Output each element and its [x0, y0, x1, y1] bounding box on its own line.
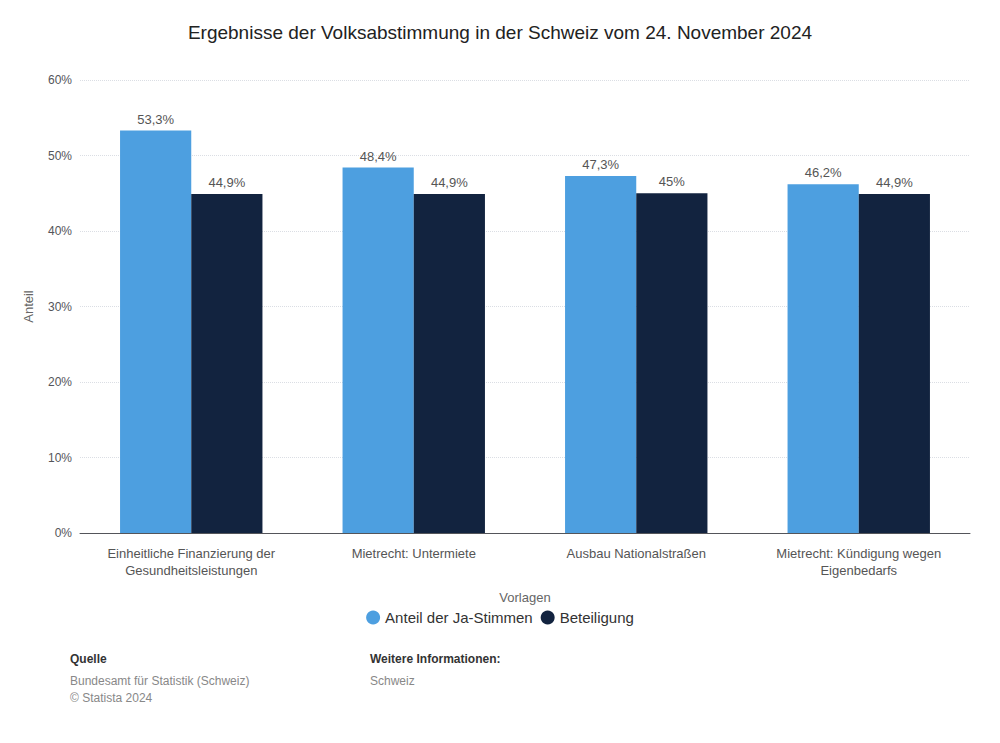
svg-text:Ergebnisse der Volksabstimmung: Ergebnisse der Volksabstimmung in der Sc…	[188, 22, 813, 43]
svg-text:Schweiz: Schweiz	[370, 674, 415, 688]
svg-text:© Statista 2024: © Statista 2024	[70, 691, 153, 705]
svg-text:Beteiligung: Beteiligung	[560, 609, 634, 626]
svg-text:Quelle: Quelle	[70, 652, 107, 666]
svg-text:60%: 60%	[48, 73, 72, 87]
svg-text:Vorlagen: Vorlagen	[499, 590, 550, 605]
svg-text:40%: 40%	[48, 224, 72, 238]
svg-text:47,3%: 47,3%	[582, 157, 619, 172]
svg-text:Anteil der Ja-Stimmen: Anteil der Ja-Stimmen	[385, 609, 533, 626]
svg-text:0%: 0%	[55, 526, 73, 540]
svg-text:Weitere Informationen:: Weitere Informationen:	[370, 652, 500, 666]
svg-text:45%: 45%	[659, 174, 685, 189]
svg-text:48,4%: 48,4%	[360, 149, 397, 164]
svg-text:46,2%: 46,2%	[805, 165, 842, 180]
svg-text:44,9%: 44,9%	[208, 175, 245, 190]
svg-text:Mietrecht: Untermiete: Mietrecht: Untermiete	[352, 546, 476, 561]
svg-text:Einheitliche Finanzierung der: Einheitliche Finanzierung der	[107, 546, 275, 561]
svg-text:Bundesamt für Statistik (Schwe: Bundesamt für Statistik (Schweiz)	[70, 674, 249, 688]
svg-text:Gesundheitsleistungen: Gesundheitsleistungen	[125, 563, 257, 578]
svg-text:30%: 30%	[48, 300, 72, 314]
svg-text:44,9%: 44,9%	[431, 175, 468, 190]
svg-text:Mietrecht: Kündigung wegen: Mietrecht: Kündigung wegen	[776, 546, 941, 561]
svg-text:20%: 20%	[48, 375, 72, 389]
svg-text:Eigenbedarfs: Eigenbedarfs	[820, 563, 897, 578]
svg-text:53,3%: 53,3%	[137, 112, 174, 127]
svg-text:10%: 10%	[48, 451, 72, 465]
svg-text:Ausbau Nationalstraßen: Ausbau Nationalstraßen	[567, 546, 706, 561]
svg-text:Anteil: Anteil	[21, 290, 36, 323]
svg-text:44,9%: 44,9%	[876, 175, 913, 190]
svg-text:50%: 50%	[48, 149, 72, 163]
